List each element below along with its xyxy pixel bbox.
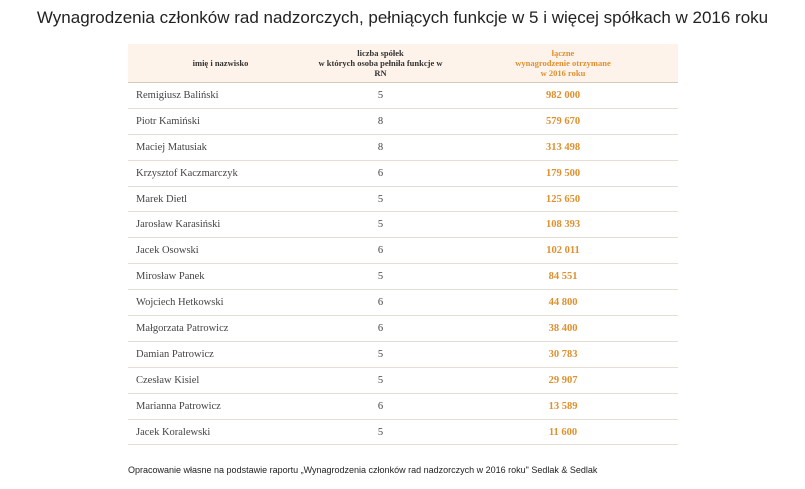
table-row: Krzysztof Kaczmarczyk 6 179 500 [128,161,678,187]
header-count-line: liczba spółek [357,48,404,58]
header-count-line: w których osoba pełniła funkcje w [318,58,443,68]
header-count-line: RN [374,68,387,78]
row-value: 13 589 [548,400,578,412]
table-header: imię i nazwisko liczba spółek w których … [128,44,678,83]
row-count: 6 [377,245,384,257]
row-count: 5 [377,89,384,101]
page-title: Wynagrodzenia członków rad nadzorczych, … [36,8,769,27]
table-row: Jacek Osowski 6 102 011 [128,238,678,265]
row-name: Jacek Osowski [136,245,199,257]
table-row: Marek Dietl 5 125 650 [128,187,678,213]
row-name: Remigiusz Baliński [136,89,219,101]
table-row: Czesław Kisiel 5 29 907 [128,368,678,394]
table-row: Maciej Matusiak 8 313 498 [128,135,678,161]
header-count: liczba spółek w których osoba pełniła fu… [313,48,448,78]
table-row: Małgorzata Patrowicz 6 38 400 [128,316,678,342]
row-name: Damian Patrowicz [136,348,214,360]
table-row: Piotr Kamiński 8 579 670 [128,109,678,135]
row-value: 102 011 [546,245,580,257]
header-value-line: w 2016 roku [540,68,586,78]
row-name: Jacek Koralewski [136,426,211,438]
row-count: 8 [377,141,384,153]
row-name: Mirosław Panek [136,271,205,283]
row-name: Wojciech Hetkowski [136,297,224,309]
row-count: 6 [377,297,384,309]
row-value: 179 500 [545,167,581,179]
row-value: 313 498 [545,141,581,153]
table-row: Jacek Koralewski 5 11 600 [128,420,678,446]
row-value: 108 393 [545,219,581,231]
table-body: Remigiusz Baliński 5 982 000 Piotr Kamiński… [128,83,678,446]
header-value-line: łączne [551,48,575,58]
table-row: Jarosław Karasiński 5 108 393 [128,212,678,239]
table-row: Damian Patrowicz 5 30 783 [128,342,678,368]
row-name: Maciej Matusiak [136,141,207,153]
table-row: Marianna Patrowicz 6 13 589 [128,394,678,420]
row-name: Jarosław Karasiński [136,219,221,231]
row-count: 5 [377,193,384,205]
row-value: 125 650 [545,193,581,205]
row-name: Piotr Kamiński [136,115,200,127]
row-value: 579 670 [545,115,581,127]
row-value: 982 000 [545,89,581,101]
table-row: Wojciech Hetkowski 6 44 800 [128,290,678,317]
row-value: 44 800 [548,297,578,309]
header-name: imię i nazwisko [128,58,313,68]
row-count: 5 [377,426,384,438]
row-count: 8 [377,115,384,127]
source-note: Opracowanie własne na podstawie raportu … [128,465,598,475]
row-value: 84 551 [548,271,578,283]
row-value: 38 400 [548,322,578,334]
compensation-table: imię i nazwisko liczba spółek w których … [128,44,678,446]
row-count: 5 [377,219,384,231]
row-count: 6 [377,400,384,412]
row-count: 5 [377,271,384,283]
table-row: Remigiusz Baliński 5 982 000 [128,83,678,109]
table-row: Mirosław Panek 5 84 551 [128,264,678,291]
header-value: łączne wynagrodzenie otrzymane w 2016 ro… [448,48,678,78]
row-count: 5 [377,374,384,386]
row-value: 11 600 [548,426,578,438]
header-name-line: imię i nazwisko [192,58,249,68]
row-name: Czesław Kisiel [136,374,200,386]
row-name: Krzysztof Kaczmarczyk [136,167,238,179]
row-value: 30 783 [548,348,578,360]
header-value-line: wynagrodzenie otrzymane [515,58,611,68]
row-name: Małgorzata Patrowicz [136,322,229,334]
row-count: 6 [377,167,384,179]
row-name: Marek Dietl [136,193,188,205]
row-value: 29 907 [548,374,578,386]
row-count: 6 [377,322,384,334]
row-count: 5 [377,348,384,360]
row-name: Marianna Patrowicz [136,400,221,412]
